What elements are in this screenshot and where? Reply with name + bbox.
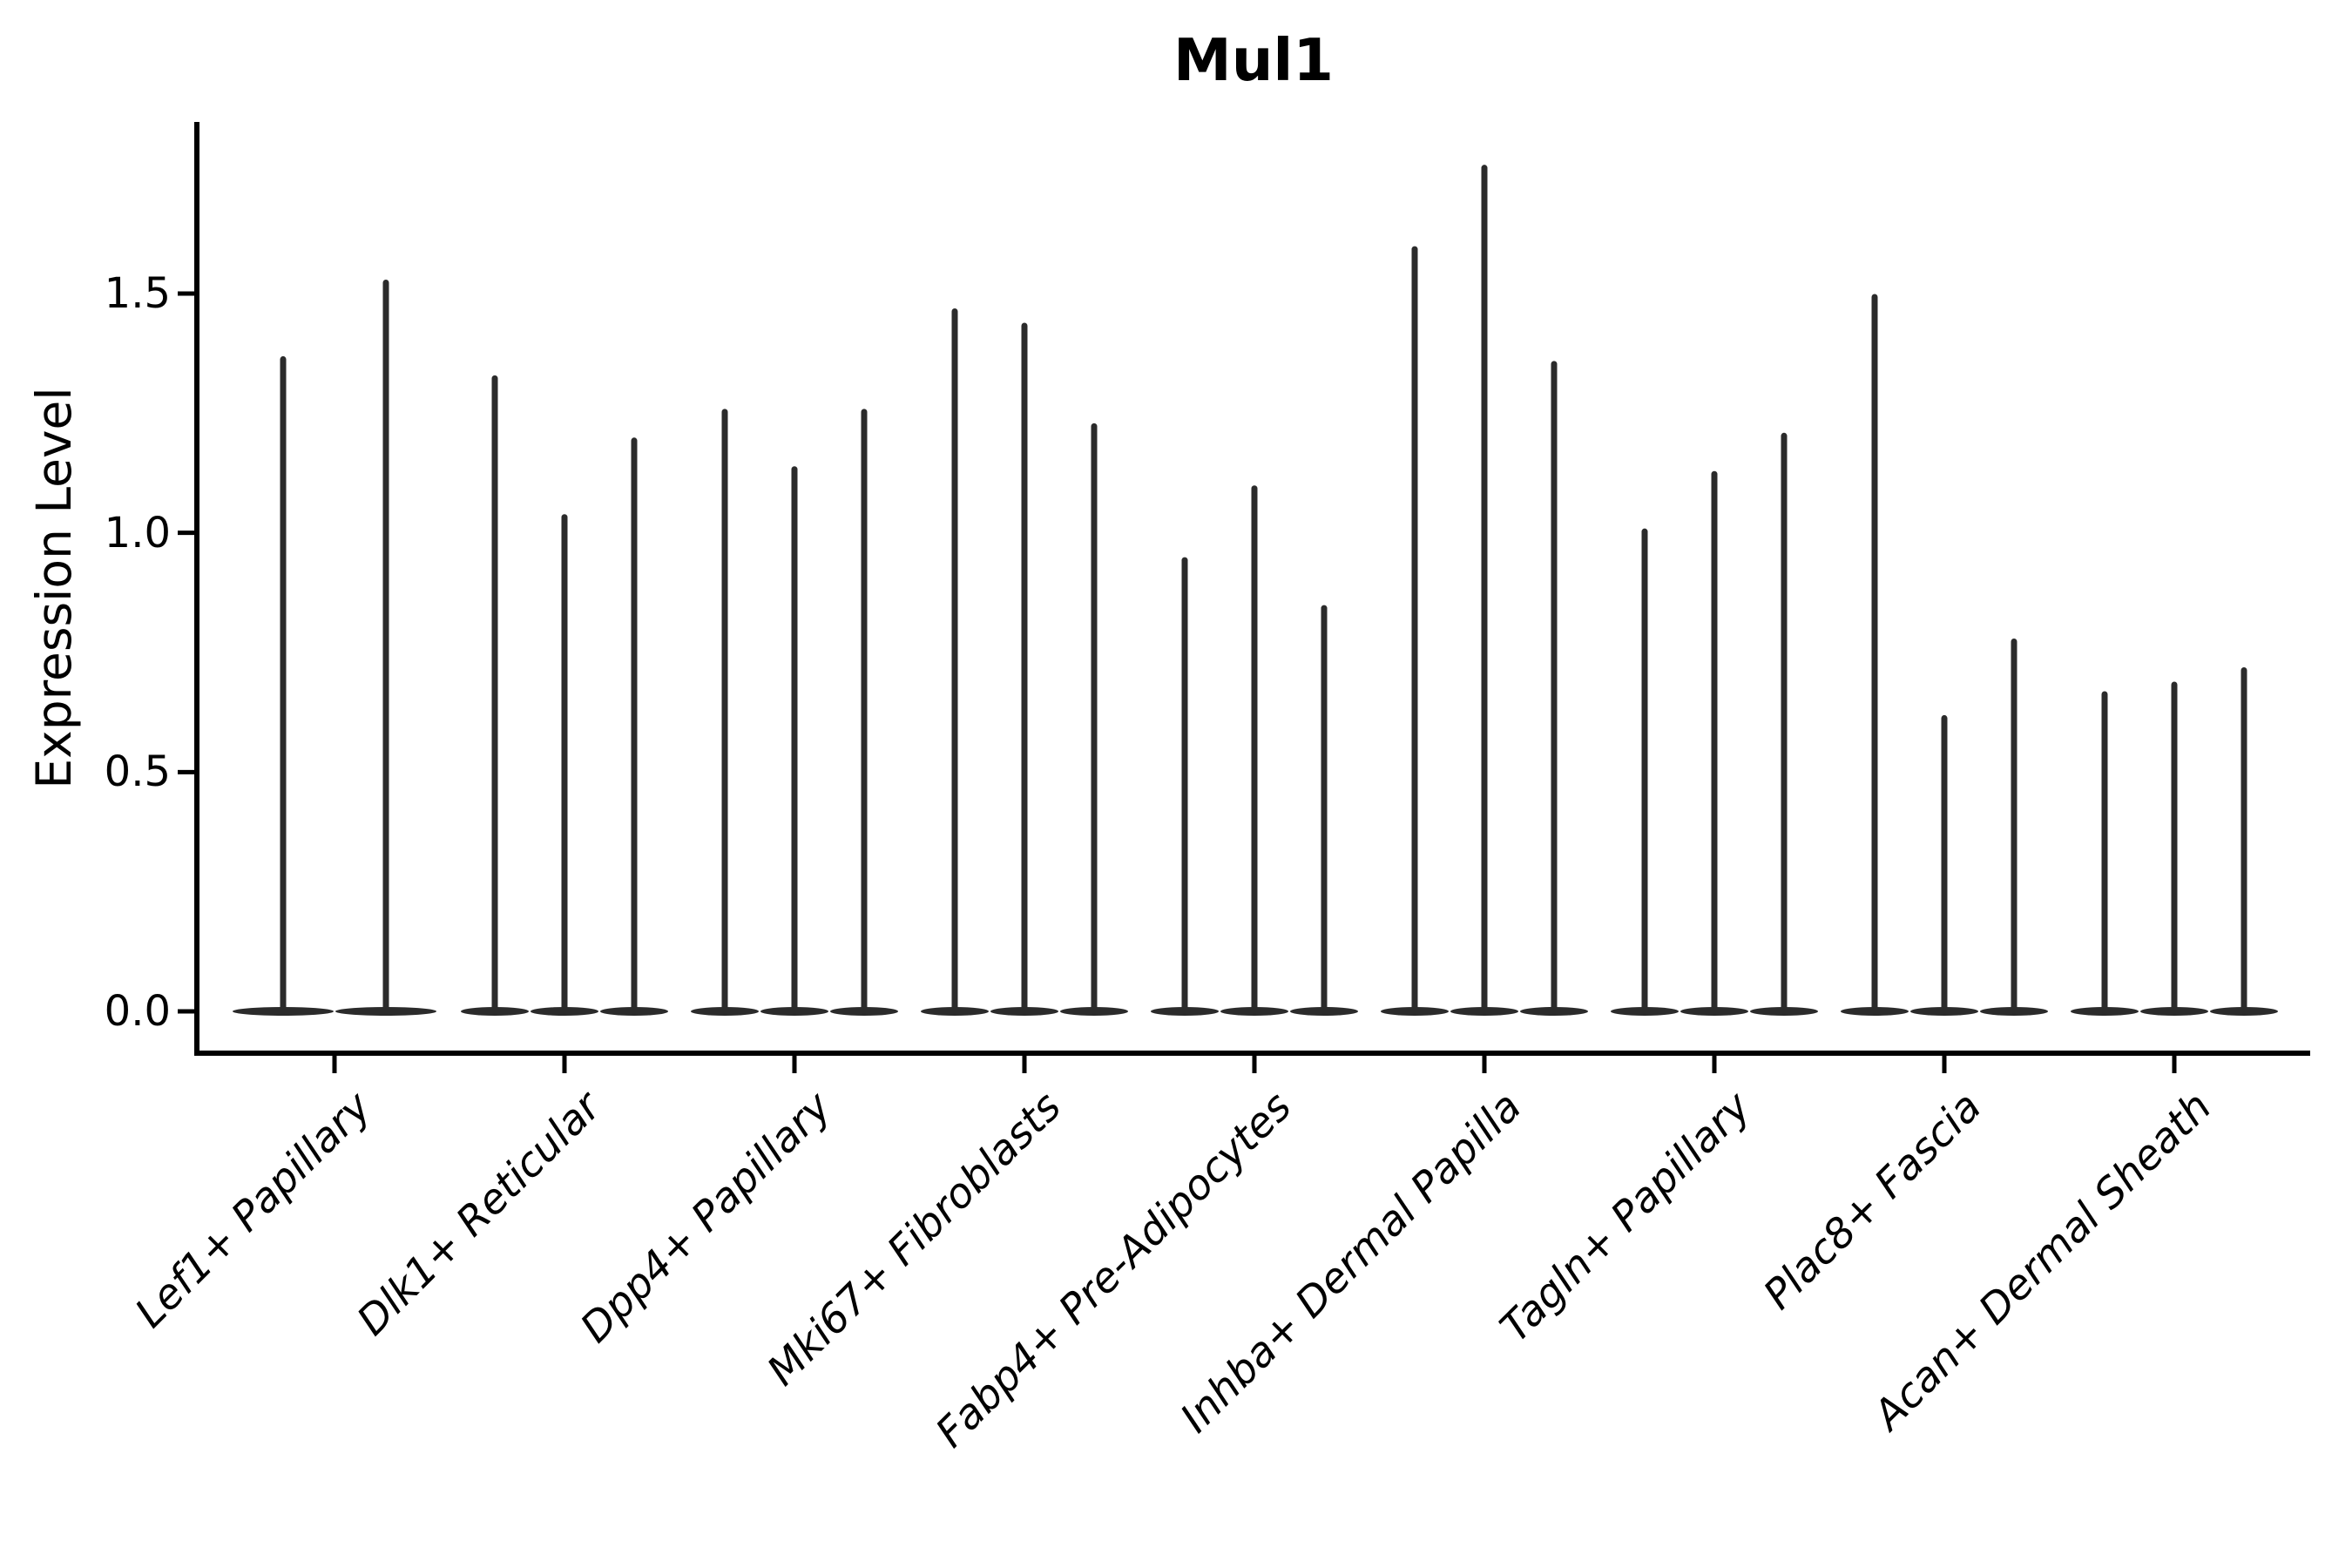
y-tick-label: 0.0 [104,987,171,1036]
chart-title: Mul1 [1173,26,1334,94]
y-tick-label: 1.0 [104,508,171,558]
y-tick-label: 0.5 [104,747,171,797]
y-tick-label: 1.5 [104,269,171,318]
